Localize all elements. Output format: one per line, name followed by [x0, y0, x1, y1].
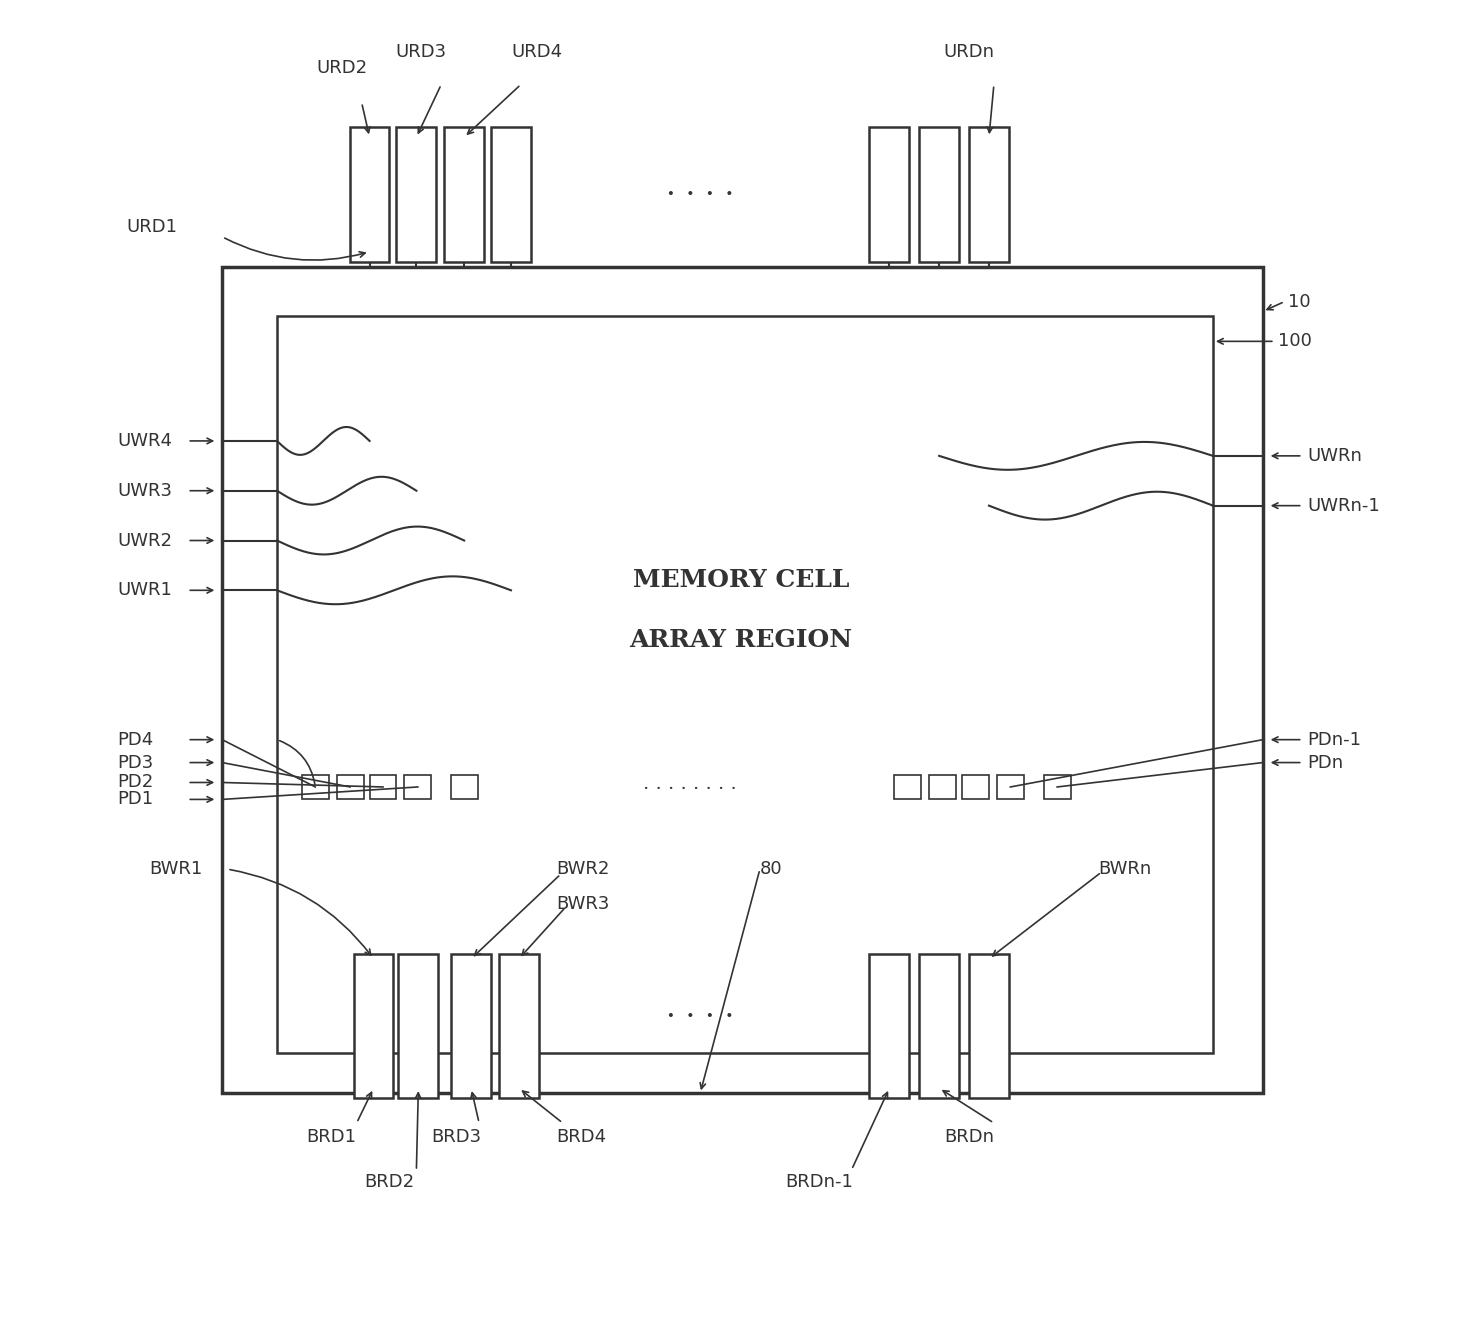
Bar: [969, 127, 1009, 261]
Text: PDn: PDn: [1307, 754, 1344, 772]
Text: 10: 10: [1288, 293, 1310, 310]
Bar: [222, 267, 1263, 1093]
Text: URD2: URD2: [316, 59, 368, 78]
Text: MEMORY CELL: MEMORY CELL: [633, 569, 849, 593]
Text: BRD1: BRD1: [307, 1129, 357, 1146]
Text: BRD3: BRD3: [431, 1129, 482, 1146]
Bar: [969, 954, 1009, 1098]
Bar: [919, 954, 959, 1098]
Bar: [491, 127, 531, 261]
Text: . . . .: . . . .: [665, 172, 734, 202]
Bar: [302, 775, 329, 800]
Text: BWR3: BWR3: [556, 895, 609, 913]
Text: UWR2: UWR2: [117, 532, 172, 549]
Text: 100: 100: [1277, 333, 1312, 350]
Text: BRDn-1: BRDn-1: [785, 1173, 854, 1191]
Bar: [1043, 775, 1070, 800]
Text: ARRAY REGION: ARRAY REGION: [630, 628, 852, 652]
Bar: [894, 775, 922, 800]
Bar: [870, 127, 910, 261]
Bar: [277, 317, 1212, 1053]
Text: PD4: PD4: [117, 731, 154, 748]
Text: URD3: URD3: [396, 42, 448, 61]
Text: 80: 80: [760, 861, 782, 878]
Bar: [445, 127, 485, 261]
Text: BWR1: BWR1: [150, 861, 202, 878]
Text: URDn: URDn: [944, 42, 994, 61]
Bar: [451, 775, 479, 800]
Bar: [499, 954, 539, 1098]
Text: UWR4: UWR4: [117, 432, 172, 450]
Bar: [399, 954, 439, 1098]
Text: PD2: PD2: [117, 774, 154, 792]
Text: PD3: PD3: [117, 754, 154, 772]
Text: . . . .: . . . .: [665, 993, 734, 1024]
Bar: [350, 127, 390, 261]
Text: . . . . . . . .: . . . . . . . .: [643, 775, 737, 793]
Bar: [997, 775, 1024, 800]
Text: BWR2: BWR2: [556, 861, 609, 878]
Bar: [870, 954, 910, 1098]
Text: BRDn: BRDn: [944, 1129, 994, 1146]
Bar: [336, 775, 363, 800]
Bar: [451, 954, 491, 1098]
Text: UWR1: UWR1: [117, 581, 172, 599]
Text: PDn-1: PDn-1: [1307, 731, 1362, 748]
Text: UWR3: UWR3: [117, 482, 172, 500]
Text: BWRn: BWRn: [1098, 861, 1152, 878]
Bar: [397, 127, 436, 261]
Bar: [405, 775, 431, 800]
Bar: [929, 775, 956, 800]
Text: BRD4: BRD4: [556, 1129, 606, 1146]
Bar: [369, 775, 397, 800]
Text: PD1: PD1: [117, 791, 154, 808]
Bar: [962, 775, 988, 800]
Text: URD4: URD4: [511, 42, 562, 61]
Text: UWRn: UWRn: [1307, 447, 1362, 465]
Bar: [919, 127, 959, 261]
Text: BRD2: BRD2: [365, 1173, 415, 1191]
Bar: [354, 954, 393, 1098]
Text: UWRn-1: UWRn-1: [1307, 496, 1380, 515]
Text: URD1: URD1: [126, 218, 178, 236]
